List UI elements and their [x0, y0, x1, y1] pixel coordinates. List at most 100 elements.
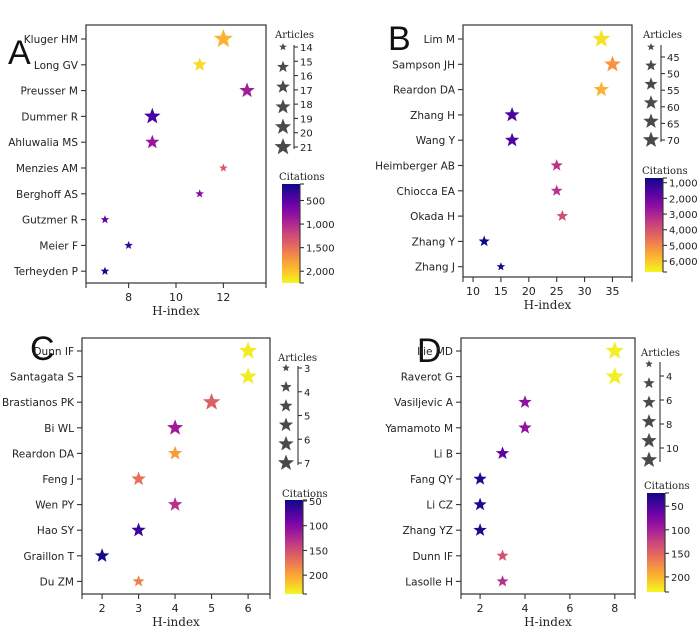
panel-letter: A — [8, 34, 31, 72]
x-axis-title: H-index — [152, 304, 200, 318]
x-axis-title: H-index — [152, 615, 200, 629]
size-legend-tick-label: 20 — [300, 129, 313, 140]
size-legend-star-icon — [279, 399, 293, 412]
y-tick-label: Graillon T — [24, 551, 75, 563]
y-tick-label: Ahluwalia MS — [8, 137, 78, 149]
y-tick-label: Dunn IF — [412, 551, 453, 563]
data-point-star — [239, 367, 257, 385]
y-tick-label: Zhang Y — [412, 236, 456, 248]
y-tick-label: Yamamoto M — [384, 423, 453, 435]
size-legend-star-icon — [641, 432, 657, 448]
data-point-star — [239, 341, 258, 359]
size-legend-tick-label: 70 — [667, 136, 680, 147]
x-tick-label: 10 — [169, 291, 183, 304]
y-tick-label: Chiocca EA — [397, 186, 456, 198]
y-tick-label: Meier F — [39, 240, 78, 252]
data-point-star — [593, 81, 609, 97]
y-tick-label: Vasiljevic A — [394, 397, 454, 409]
plot-frame — [462, 24, 633, 278]
y-tick-label: Brastianos PK — [2, 397, 75, 409]
data-point-star — [100, 266, 110, 275]
size-legend-tick-label: 50 — [667, 70, 680, 81]
data-point-star — [478, 235, 490, 247]
data-point-star — [100, 215, 110, 224]
x-tick-label: 30 — [578, 285, 592, 298]
y-tick-label: Lim M — [424, 34, 455, 46]
colorbar-tick-label: 5,000 — [669, 241, 698, 252]
data-point-star — [518, 420, 532, 434]
size-legend-star-icon — [274, 138, 292, 155]
y-tick-label: Reardon DA — [12, 448, 75, 460]
data-point-star — [496, 262, 506, 271]
size-legend-tick-label: 5 — [304, 412, 310, 423]
size-legend-tick-label: 6 — [666, 396, 672, 407]
x-tick-label: 8 — [611, 602, 618, 615]
size-legend-star-icon — [647, 42, 655, 51]
color-legend-title: Citations — [282, 489, 328, 500]
size-legend-tick-label: 19 — [300, 114, 313, 125]
size-legend-tick-label: 10 — [666, 444, 679, 455]
colorbar — [285, 500, 303, 594]
x-tick-label: 15 — [494, 285, 508, 298]
colorbar-tick-label: 1,000 — [669, 179, 698, 190]
data-point-star — [496, 549, 509, 561]
data-point-star — [202, 393, 221, 410]
color-legend-title: Citations — [642, 166, 688, 177]
y-tick-label: Wen PY — [35, 500, 74, 512]
colorbar — [645, 178, 663, 272]
data-point-star — [495, 446, 510, 460]
colorbar-tick-label: 2,000 — [306, 267, 335, 278]
x-tick-label: 35 — [605, 285, 619, 298]
data-point-star — [473, 523, 487, 536]
y-tick-label: Reardon DA — [393, 85, 456, 97]
size-legend-star-icon — [643, 95, 659, 109]
size-legend-star-icon — [643, 113, 659, 128]
data-point-star — [195, 189, 204, 198]
size-legend-star-icon — [645, 59, 657, 71]
size-legend-star-icon — [279, 42, 287, 51]
size-legend-star-icon — [642, 131, 660, 147]
y-tick-label: Li CZ — [426, 500, 453, 512]
colorbar-tick-label: 100 — [671, 526, 690, 537]
data-point-star — [124, 240, 133, 250]
size-legend-tick-label: 6 — [304, 435, 310, 446]
size-legend-star-icon — [274, 118, 292, 134]
y-tick-label: Zhang J — [415, 262, 455, 274]
colorbar-tick-label: 4,000 — [669, 226, 698, 237]
size-legend-star-icon — [643, 377, 655, 389]
size-legend-star-icon — [278, 417, 294, 432]
data-point-star — [239, 82, 255, 98]
y-tick-label: Wang Y — [416, 135, 456, 147]
data-point-star — [605, 341, 624, 359]
data-point-star — [605, 367, 624, 385]
x-axis-title: H-index — [524, 615, 572, 629]
y-tick-label: Menzies AM — [16, 163, 78, 175]
x-tick-label: 25 — [550, 285, 564, 298]
x-tick-label: 2 — [477, 602, 484, 615]
size-legend-star-icon — [641, 414, 657, 428]
colorbar-tick-label: 150 — [671, 549, 690, 560]
color-legend-title: Citations — [644, 481, 690, 492]
colorbar-tick-label: 50 — [671, 502, 684, 513]
color-legend-title: Citations — [279, 172, 325, 183]
colorbar-tick-label: 100 — [309, 522, 328, 533]
data-point-star — [167, 419, 184, 435]
colorbar — [282, 184, 300, 283]
size-legend-tick-label: 14 — [300, 43, 313, 54]
y-tick-label: Ilie MD — [417, 346, 453, 358]
size-legend-tick-label: 7 — [304, 459, 310, 470]
data-point-star — [167, 497, 183, 511]
panel-letter: D — [417, 332, 442, 370]
size-legend-title: Articles — [274, 30, 314, 41]
colorbar-tick-label: 2,000 — [669, 194, 698, 205]
data-point-star — [556, 209, 569, 222]
size-legend-tick-label: 60 — [667, 103, 680, 114]
colorbar-tick-label: 200 — [671, 573, 690, 584]
y-tick-label: Heimberger AB — [375, 161, 455, 173]
data-point-star — [131, 522, 146, 537]
size-legend-tick-label: 8 — [666, 420, 672, 431]
x-tick-label: 12 — [216, 291, 230, 304]
y-tick-label: Long GV — [34, 60, 79, 72]
